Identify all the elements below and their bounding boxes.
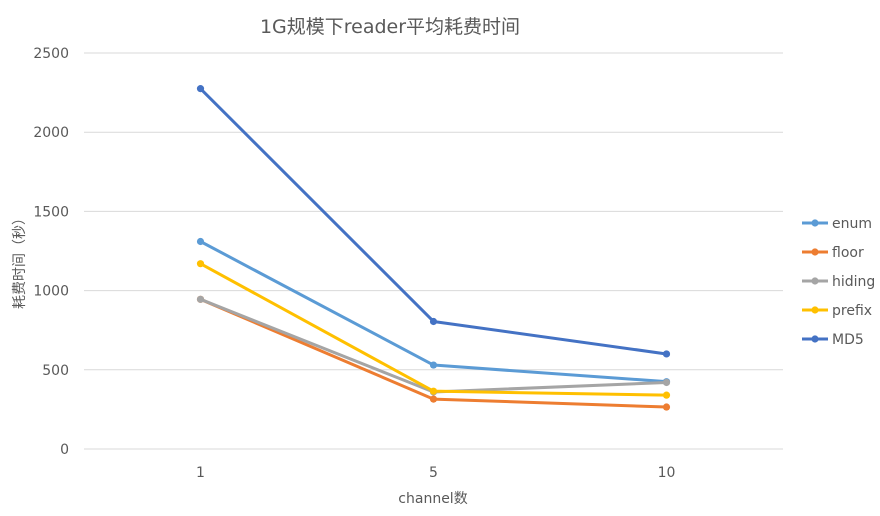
x-tick-label: 10 — [658, 465, 676, 481]
data-point — [662, 378, 671, 387]
series-md5 — [196, 85, 671, 358]
x-axis-label: channel数 — [398, 491, 467, 507]
series-line — [199, 87, 668, 356]
data-point — [196, 237, 205, 246]
gridlines — [84, 52, 783, 450]
legend-swatch-marker — [811, 248, 819, 256]
y-tick-label: 2000 — [33, 125, 69, 141]
series-prefix — [196, 260, 671, 399]
data-point — [662, 350, 671, 358]
legend: enum floor hiding prefix MD5 — [802, 216, 875, 348]
y-axis-label: 耗费时间（秒） — [12, 211, 28, 309]
data-point — [429, 387, 438, 395]
data-point — [429, 361, 438, 369]
y-tick-label: 500 — [42, 363, 69, 379]
x-axis-ticks: 1 5 10 — [196, 465, 675, 481]
x-tick-label: 1 — [196, 465, 205, 481]
y-tick-label: 2500 — [33, 46, 69, 62]
series-line — [199, 239, 668, 384]
data-point — [662, 391, 671, 399]
legend-item-floor: floor — [802, 245, 864, 261]
legend-swatch-marker — [811, 219, 819, 227]
legend-item-hiding: hiding — [802, 274, 875, 290]
legend-label: hiding — [832, 274, 875, 290]
legend-item-enum: enum — [802, 216, 872, 232]
legend-label: MD5 — [832, 332, 864, 348]
legend-label: floor — [832, 245, 864, 261]
y-tick-label: 0 — [60, 442, 69, 458]
data-point — [196, 295, 205, 303]
x-tick-label: 5 — [429, 465, 438, 481]
legend-label: prefix — [832, 303, 872, 319]
data-point — [196, 85, 205, 93]
legend-item-prefix: prefix — [802, 303, 872, 319]
series-enum — [196, 237, 671, 386]
data-point — [662, 403, 671, 411]
legend-swatch-marker — [811, 277, 819, 285]
data-point — [429, 395, 438, 403]
y-tick-label: 1000 — [33, 284, 69, 300]
legend-swatch-marker — [811, 306, 819, 314]
data-point — [196, 260, 205, 268]
series-lines — [196, 85, 671, 411]
legend-item-md5: MD5 — [802, 332, 864, 348]
y-axis-ticks: 0 500 1000 1500 2000 2500 — [33, 46, 69, 458]
legend-label: enum — [832, 216, 872, 232]
data-point — [429, 317, 438, 326]
y-tick-label: 1500 — [33, 204, 69, 220]
legend-swatch-marker — [811, 335, 819, 343]
chart-title: 1G规模下reader平均耗费时间 — [260, 16, 520, 38]
